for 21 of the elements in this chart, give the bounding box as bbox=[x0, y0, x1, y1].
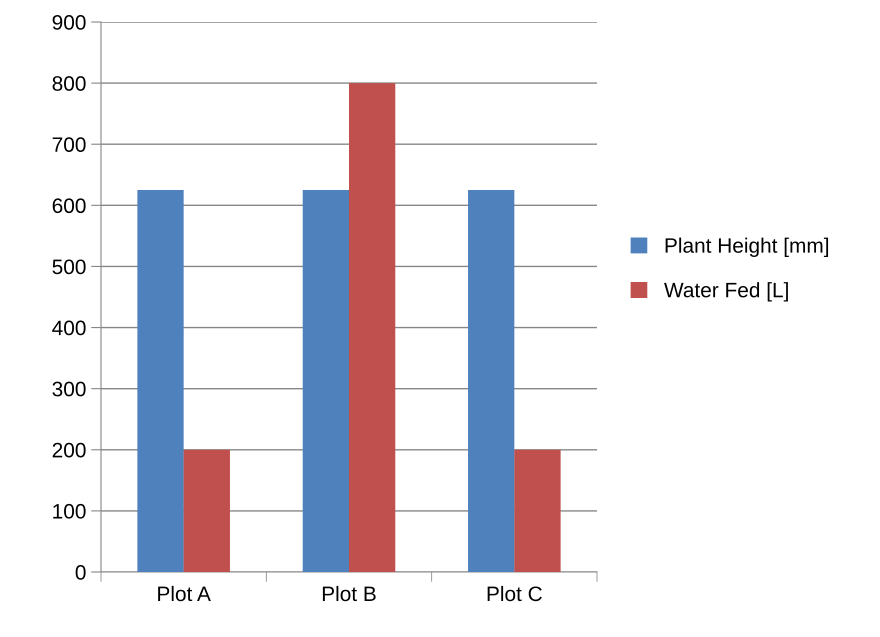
bar bbox=[137, 190, 184, 572]
y-tick-label: 900 bbox=[52, 15, 86, 30]
x-tick-label: Plot C bbox=[488, 586, 542, 602]
y-tick-label: 400 bbox=[52, 320, 86, 336]
x-tick-label: Plot B bbox=[322, 586, 376, 602]
y-tick-label: 500 bbox=[52, 259, 86, 274]
bar bbox=[302, 190, 349, 572]
legend-label: Plant Height [mm] bbox=[666, 238, 828, 257]
y-tick-label: 100 bbox=[53, 504, 86, 519]
y-tick-label: 200 bbox=[52, 442, 86, 458]
y-tick-label: 300 bbox=[52, 382, 86, 396]
y-tick-label: 600 bbox=[52, 198, 86, 214]
x-tick-label: Plot A bbox=[158, 586, 211, 602]
y-tick-label: 0 bbox=[76, 565, 86, 580]
bar bbox=[184, 450, 230, 572]
bar bbox=[514, 450, 561, 572]
bar bbox=[349, 83, 396, 572]
y-tick-label: 800 bbox=[52, 76, 86, 91]
bar bbox=[468, 190, 514, 572]
y-tick-label: 700 bbox=[52, 137, 86, 152]
legend-label: Water Fed [L] bbox=[664, 282, 788, 302]
